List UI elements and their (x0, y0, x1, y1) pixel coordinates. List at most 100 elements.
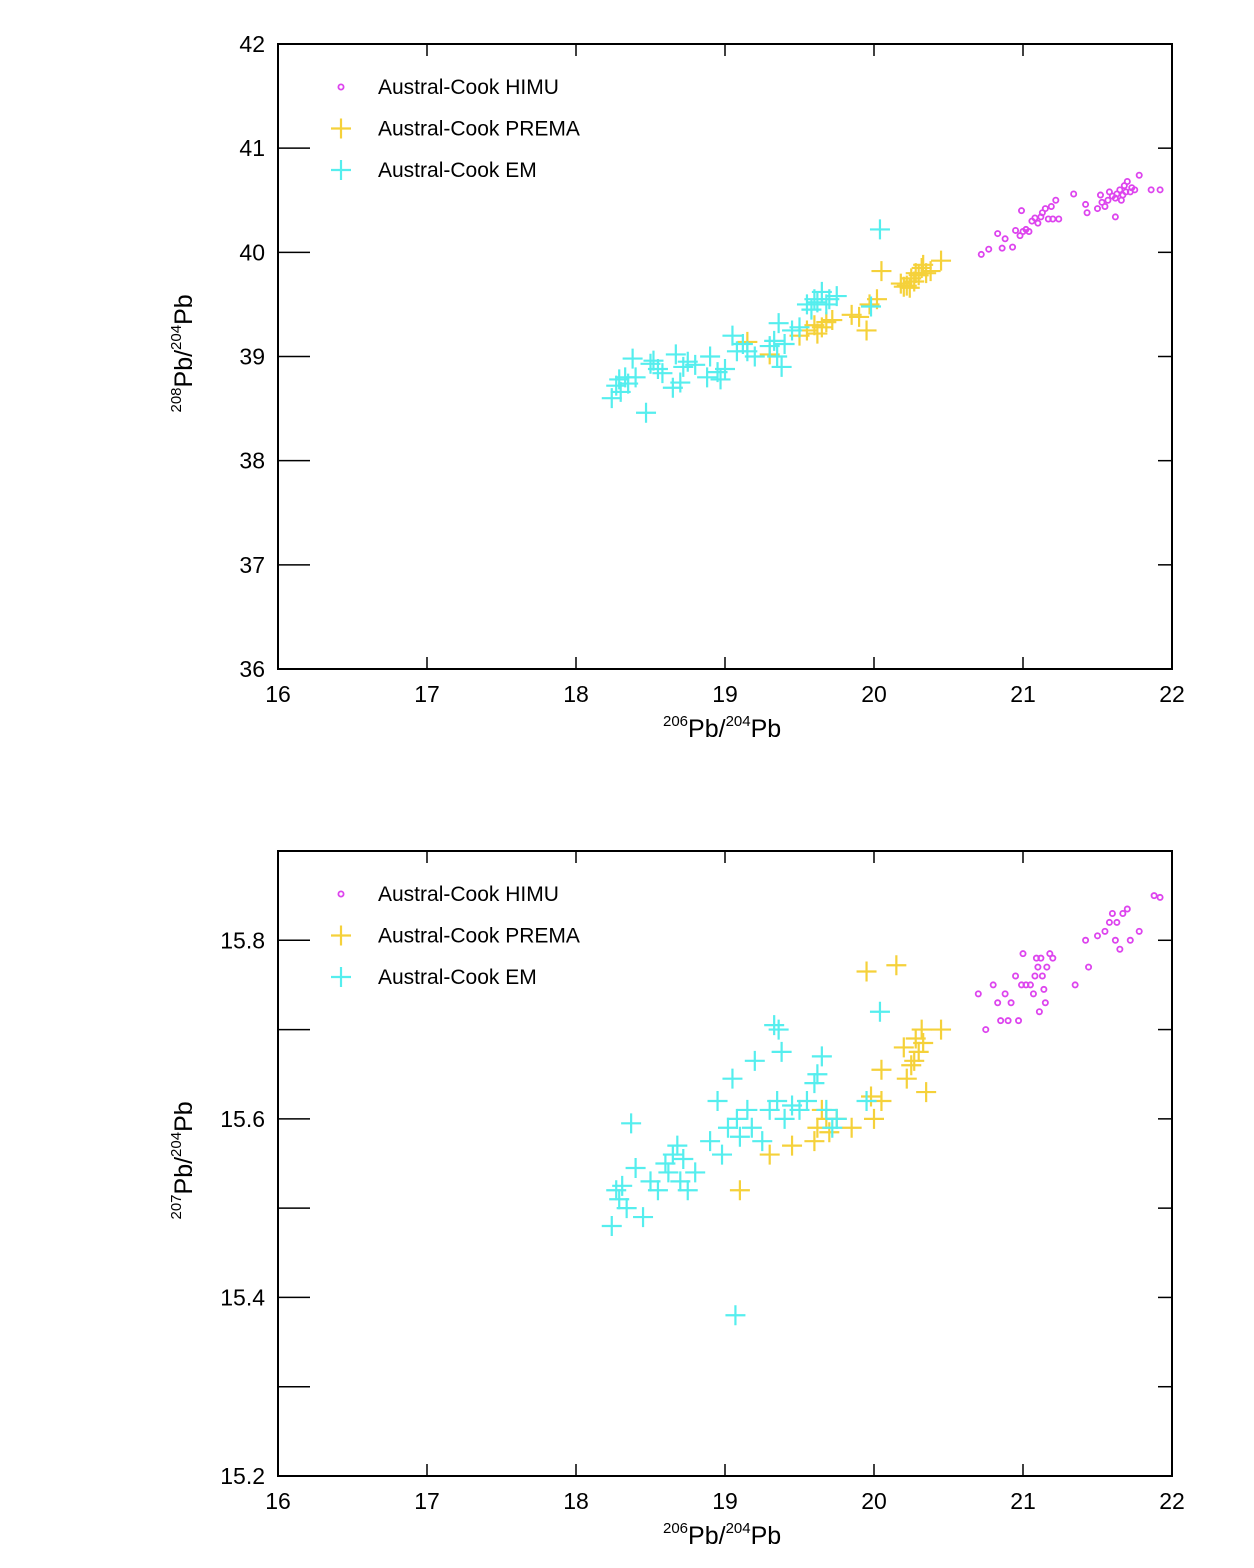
data-point (1101, 927, 1109, 935)
data-point (752, 1131, 773, 1152)
data-point (982, 1026, 990, 1034)
data-point (913, 1032, 934, 1053)
data-point (658, 1162, 679, 1183)
data-point (841, 1117, 862, 1138)
series-austral-cook-prema (737, 250, 952, 365)
data-point (1126, 936, 1134, 944)
data-point (625, 367, 646, 388)
data-point (744, 346, 765, 367)
data-point (1009, 243, 1017, 251)
data-point (633, 1207, 654, 1228)
data-point (1004, 1017, 1012, 1025)
data-point (621, 1113, 642, 1134)
y-tick-label: 41 (239, 135, 265, 161)
data-point (1113, 918, 1121, 926)
data-point (700, 1131, 721, 1152)
data-point (774, 1108, 795, 1129)
data-point (916, 1082, 937, 1103)
data-point (1031, 214, 1039, 222)
x-tick-label: 17 (414, 1488, 440, 1514)
data-point (869, 219, 890, 240)
data-point (636, 402, 657, 423)
data-point (822, 1117, 843, 1138)
data-point (722, 325, 743, 346)
legend-label: Austral-Cook HIMU (378, 883, 559, 906)
data-point (715, 359, 735, 379)
data-point (994, 230, 1002, 238)
data-point (826, 1108, 847, 1129)
data-point (652, 363, 673, 384)
data-point (1105, 918, 1113, 926)
data-point (1123, 905, 1131, 913)
data-point (997, 1017, 1005, 1025)
data-point (1135, 927, 1143, 935)
data-point (904, 1050, 925, 1071)
data-point (931, 250, 952, 271)
legend-label: Austral-Cook PREMA (378, 118, 580, 141)
data-point (670, 372, 691, 393)
series-austral-cook-prema (729, 955, 952, 1201)
data-point (1047, 202, 1055, 210)
data-point (849, 306, 870, 327)
data-point (729, 1126, 750, 1147)
data-point (1012, 972, 1020, 980)
data-point (673, 1149, 694, 1170)
data-point (989, 981, 997, 989)
data-point (1131, 186, 1139, 194)
data-point (1019, 950, 1027, 958)
data-point (707, 1091, 728, 1111)
data-point (861, 1086, 882, 1107)
data-point (700, 346, 721, 367)
x-tick-label: 16 (265, 681, 291, 707)
series-austral-cook-himu (974, 892, 1164, 1034)
y-tick-label: 37 (239, 552, 265, 578)
data-point (744, 1050, 765, 1071)
data-point (685, 354, 706, 375)
data-point (819, 1122, 840, 1143)
data-point (1123, 177, 1131, 185)
y-axis-title: 207Pb/204Pb (168, 1101, 198, 1219)
y-tick-label: 39 (239, 344, 265, 370)
data-point (1156, 893, 1164, 901)
data-point (1150, 892, 1158, 900)
data-point (1147, 186, 1155, 194)
data-point (647, 1180, 668, 1201)
x-axis-title: 206Pb/204Pb (663, 713, 781, 743)
data-point (725, 1305, 746, 1326)
data-point (737, 1099, 758, 1120)
x-tick-label: 18 (563, 1488, 589, 1514)
y-tick-label: 38 (239, 448, 265, 474)
plot-208pb-vs-206pb: 16 17 18 19 20 21 22 36 37 38 39 40 41 42 206Pb/204Pb 2… (168, 31, 1185, 743)
data-point (768, 313, 789, 334)
data-point (911, 1019, 932, 1040)
data-point (1070, 190, 1078, 198)
data-point (994, 999, 1002, 1007)
x-tick-label: 20 (861, 681, 887, 707)
data-point (1025, 227, 1033, 235)
data-point (1055, 215, 1063, 223)
x-tick-label: 22 (1159, 1488, 1185, 1514)
legend-label: Austral-Cook EM (378, 966, 537, 989)
data-point (782, 1135, 803, 1156)
data-point (1071, 981, 1079, 989)
data-point (1038, 972, 1046, 980)
data-point (331, 967, 351, 987)
data-point (1018, 207, 1026, 215)
data-point (811, 317, 832, 338)
data-point (871, 261, 892, 282)
data-point (1029, 990, 1037, 998)
data-point (1015, 1017, 1023, 1025)
x-tick-label: 21 (1010, 681, 1036, 707)
data-point (871, 1059, 892, 1080)
data-point (1085, 963, 1093, 971)
data-point (977, 250, 985, 258)
data-point (665, 344, 686, 365)
data-point (1007, 999, 1015, 1007)
data-point (789, 317, 810, 338)
data-point (337, 83, 345, 91)
data-point (1156, 186, 1164, 194)
y-tick-label: 42 (239, 31, 265, 57)
data-point (896, 1068, 917, 1089)
data-point (729, 1180, 750, 1201)
